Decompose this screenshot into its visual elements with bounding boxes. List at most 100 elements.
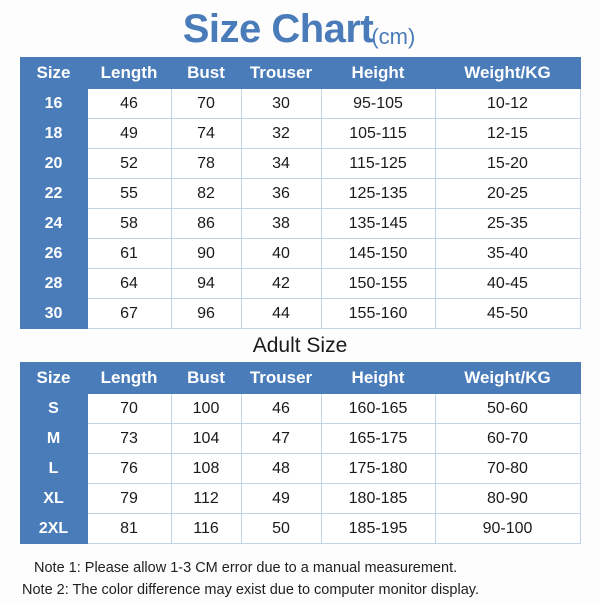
cell-length: 55 <box>86 178 172 209</box>
column-header-length: Length <box>86 57 172 89</box>
cell-bust: 70 <box>170 88 242 119</box>
adult-table-header: Size Length Bust Trouser Height Weight/K… <box>19 362 581 394</box>
cell-height: 160-165 <box>320 393 436 424</box>
kids-table-body: 16 46 70 30 95-105 10-12 18 49 74 32 105… <box>19 88 581 329</box>
cell-bust: 78 <box>170 148 242 179</box>
table-row: XL 79 112 49 180-185 80-90 <box>19 483 581 514</box>
column-header-length: Length <box>86 362 172 394</box>
column-header-trouser: Trouser <box>240 362 322 394</box>
cell-height: 165-175 <box>320 423 436 454</box>
cell-size: 28 <box>19 268 88 299</box>
notes-section: Note 1: Please allow 1-3 CM error due to… <box>0 557 600 602</box>
cell-height: 180-185 <box>320 483 436 514</box>
cell-length: 67 <box>86 298 172 329</box>
cell-trouser: 50 <box>240 513 322 544</box>
column-header-size: Size <box>19 362 88 394</box>
cell-height: 145-150 <box>320 238 436 269</box>
cell-height: 135-145 <box>320 208 436 239</box>
cell-weight: 15-20 <box>434 148 581 179</box>
cell-length: 70 <box>86 393 172 424</box>
cell-size: 26 <box>19 238 88 269</box>
cell-bust: 116 <box>170 513 242 544</box>
column-header-weight: Weight/KG <box>434 362 581 394</box>
cell-size: S <box>19 393 88 424</box>
cell-trouser: 47 <box>240 423 322 454</box>
cell-size: L <box>19 453 88 484</box>
page-title: Size Chart(cm) <box>0 0 600 49</box>
adult-size-table-container: Size Length Bust Trouser Height Weight/K… <box>0 362 600 544</box>
cell-weight: 35-40 <box>434 238 581 269</box>
table-row: M 73 104 47 165-175 60-70 <box>19 423 581 454</box>
table-row: 22 55 82 36 125-135 20-25 <box>19 178 581 209</box>
note-line-2: Note 2: The color difference may exist d… <box>22 582 479 599</box>
cell-size: 30 <box>19 298 88 329</box>
cell-weight: 40-45 <box>434 268 581 299</box>
cell-bust: 100 <box>170 393 242 424</box>
cell-height: 95-105 <box>320 88 436 119</box>
cell-trouser: 46 <box>240 393 322 424</box>
cell-bust: 96 <box>170 298 242 329</box>
cell-trouser: 44 <box>240 298 322 329</box>
cell-trouser: 49 <box>240 483 322 514</box>
cell-bust: 90 <box>170 238 242 269</box>
cell-length: 76 <box>86 453 172 484</box>
cell-trouser: 36 <box>240 178 322 209</box>
cell-length: 61 <box>86 238 172 269</box>
cell-size: 20 <box>19 148 88 179</box>
table-header-row: Size Length Bust Trouser Height Weight/K… <box>19 57 581 89</box>
column-header-trouser: Trouser <box>240 57 322 89</box>
cell-length: 73 <box>86 423 172 454</box>
cell-size: 18 <box>19 118 88 149</box>
cell-length: 46 <box>86 88 172 119</box>
cell-height: 150-155 <box>320 268 436 299</box>
cell-bust: 112 <box>170 483 242 514</box>
cell-trouser: 38 <box>240 208 322 239</box>
table-row: 18 49 74 32 105-115 12-15 <box>19 118 581 149</box>
cell-size: XL <box>19 483 88 514</box>
cell-height: 115-125 <box>320 148 436 179</box>
cell-length: 49 <box>86 118 172 149</box>
cell-weight: 25-35 <box>434 208 581 239</box>
cell-height: 125-135 <box>320 178 436 209</box>
cell-length: 79 <box>86 483 172 514</box>
cell-size: M <box>19 423 88 454</box>
table-header-row: Size Length Bust Trouser Height Weight/K… <box>19 362 581 394</box>
cell-bust: 74 <box>170 118 242 149</box>
cell-bust: 82 <box>170 178 242 209</box>
column-header-bust: Bust <box>170 57 242 89</box>
kids-table-header: Size Length Bust Trouser Height Weight/K… <box>19 57 581 89</box>
note-line-1: Note 1: Please allow 1-3 CM error due to… <box>34 560 458 576</box>
cell-height: 155-160 <box>320 298 436 329</box>
cell-weight: 12-15 <box>434 118 581 149</box>
cell-weight: 20-25 <box>434 178 581 209</box>
cell-height: 105-115 <box>320 118 436 149</box>
cell-size: 2XL <box>19 513 88 544</box>
cell-trouser: 48 <box>240 453 322 484</box>
cell-length: 58 <box>86 208 172 239</box>
cell-bust: 108 <box>170 453 242 484</box>
cell-trouser: 34 <box>240 148 322 179</box>
kids-size-table-container: Size Length Bust Trouser Height Weight/K… <box>0 57 600 329</box>
cell-bust: 86 <box>170 208 242 239</box>
cell-length: 81 <box>86 513 172 544</box>
table-row: 28 64 94 42 150-155 40-45 <box>19 268 581 299</box>
table-row: 26 61 90 40 145-150 35-40 <box>19 238 581 269</box>
cell-trouser: 42 <box>240 268 322 299</box>
column-header-size: Size <box>19 57 88 89</box>
table-row: 30 67 96 44 155-160 45-50 <box>19 298 581 329</box>
cell-weight: 60-70 <box>434 423 581 454</box>
cell-weight: 50-60 <box>434 393 581 424</box>
column-header-height: Height <box>320 362 436 394</box>
cell-weight: 45-50 <box>434 298 581 329</box>
table-row: L 76 108 48 175-180 70-80 <box>19 453 581 484</box>
table-row: 16 46 70 30 95-105 10-12 <box>19 88 581 119</box>
adult-size-caption: Adult Size <box>252 334 348 357</box>
cell-weight: 70-80 <box>434 453 581 484</box>
cell-weight: 90-100 <box>434 513 581 544</box>
cell-bust: 104 <box>170 423 242 454</box>
table-row: 24 58 86 38 135-145 25-35 <box>19 208 581 239</box>
cell-size: 16 <box>19 88 88 119</box>
cell-height: 175-180 <box>320 453 436 484</box>
column-header-bust: Bust <box>170 362 242 394</box>
